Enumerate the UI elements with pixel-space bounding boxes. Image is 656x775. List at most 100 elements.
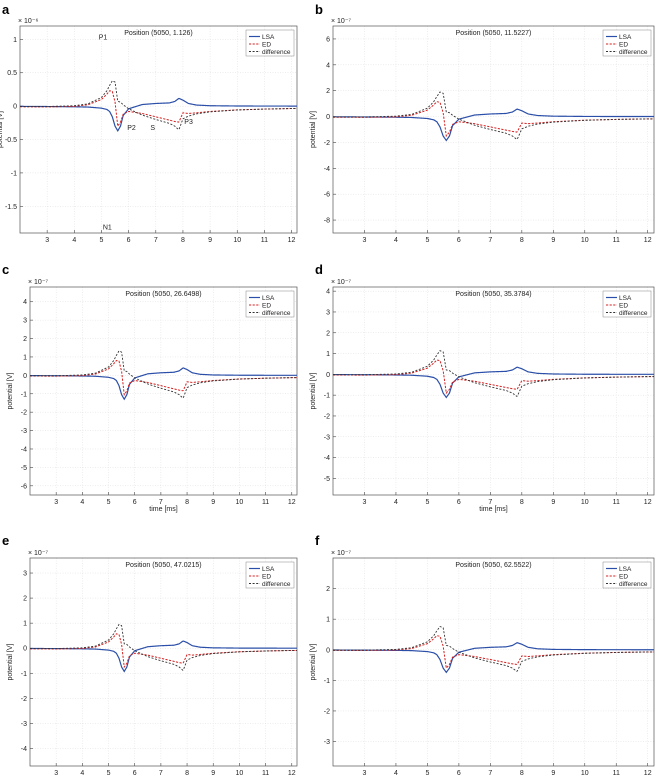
y-tick-label: -1.5 bbox=[5, 204, 17, 211]
x-tick-label: 7 bbox=[488, 770, 492, 775]
x-tick-label: 10 bbox=[581, 237, 589, 244]
y-tick-label: 0.5 bbox=[7, 70, 17, 77]
annotation-label: P2 bbox=[127, 125, 136, 132]
legend-entry: LSA bbox=[262, 34, 275, 41]
y-tick-label: -1 bbox=[21, 391, 27, 398]
legend-entry: difference bbox=[619, 310, 648, 317]
y-tick-label: 6 bbox=[326, 36, 330, 43]
y-tick-label: -4 bbox=[21, 446, 27, 453]
legend-entry: ED bbox=[262, 302, 271, 309]
y-tick-label: -5 bbox=[21, 465, 27, 472]
axes-frame bbox=[332, 25, 655, 234]
axes-frame bbox=[332, 286, 655, 496]
legend-entry: LSA bbox=[619, 295, 632, 302]
legend-entry: LSA bbox=[262, 295, 275, 302]
y-tick-label: -3 bbox=[21, 428, 27, 435]
panel-letter: c bbox=[2, 262, 9, 277]
plot-area bbox=[30, 558, 297, 766]
x-tick-label: 9 bbox=[551, 499, 555, 506]
x-tick-label: 7 bbox=[159, 499, 163, 506]
series-line-difference bbox=[333, 91, 654, 140]
x-tick-label: 10 bbox=[236, 499, 244, 506]
annotation-label: S bbox=[150, 125, 155, 132]
x-tick-label: 6 bbox=[133, 770, 137, 775]
legend-entry: LSA bbox=[619, 34, 632, 41]
legend-entry: difference bbox=[262, 581, 291, 588]
y-tick-label: 1 bbox=[13, 37, 17, 44]
y-tick-label: -3 bbox=[21, 721, 27, 728]
x-tick-label: 8 bbox=[520, 499, 524, 506]
legend-entry: LSA bbox=[619, 566, 632, 573]
x-tick-label: 10 bbox=[233, 237, 241, 244]
panel-title: Position (5050, 35.3784) bbox=[455, 291, 531, 298]
x-tick-label: 3 bbox=[54, 499, 58, 506]
y-tick-label: 1 bbox=[326, 351, 330, 358]
series-line-lsa bbox=[333, 366, 654, 399]
series-line-difference bbox=[333, 625, 654, 672]
legend-entry: ED bbox=[262, 41, 271, 48]
legend-entry: ED bbox=[619, 302, 628, 309]
series-line-difference bbox=[30, 623, 297, 671]
x-tick-label: 5 bbox=[107, 770, 111, 775]
legend-entry: ED bbox=[262, 573, 271, 580]
y-axis-label: potential [V] bbox=[310, 111, 317, 148]
y-tick-label: -4 bbox=[324, 166, 330, 173]
y-axis-label: potential [V] bbox=[310, 372, 317, 409]
x-tick-label: 8 bbox=[185, 499, 189, 506]
x-tick-label: 11 bbox=[613, 499, 620, 506]
series-line-lsa bbox=[333, 108, 654, 142]
x-tick-label: 11 bbox=[261, 237, 268, 244]
x-tick-label: 6 bbox=[457, 237, 461, 244]
x-tick-label: 5 bbox=[107, 499, 111, 506]
x-tick-label: 9 bbox=[551, 237, 555, 244]
y-tick-label: -2 bbox=[324, 413, 330, 420]
y-exponent-label: × 10⁻⁷ bbox=[28, 279, 49, 286]
panel-b: b 3 4 5 6 7 8 9 10 11 12 6 4 2 0 -2 -4 -6 -8 × 10⁻⁷ Position… bbox=[310, 2, 655, 244]
legend-entry: LSA bbox=[262, 566, 275, 573]
x-tick-label: 3 bbox=[363, 770, 367, 775]
x-tick-label: 4 bbox=[394, 499, 398, 506]
y-tick-label: -4 bbox=[324, 455, 330, 462]
legend-entry: ED bbox=[619, 41, 628, 48]
x-tick-label: 3 bbox=[363, 499, 367, 506]
panel-letter: a bbox=[2, 2, 10, 17]
plot-area bbox=[333, 26, 654, 233]
panel-title: Position (5050, 62.5522) bbox=[455, 562, 531, 569]
y-tick-label: -3 bbox=[324, 739, 330, 746]
x-tick-label: 11 bbox=[262, 499, 269, 506]
x-tick-label: 11 bbox=[613, 770, 620, 775]
x-tick-label: 8 bbox=[181, 237, 185, 244]
y-tick-label: -3 bbox=[324, 434, 330, 441]
x-tick-label: 9 bbox=[211, 499, 215, 506]
y-tick-label: 4 bbox=[326, 62, 330, 69]
annotation-label: P1 bbox=[99, 34, 108, 41]
y-tick-label: 4 bbox=[326, 289, 330, 296]
axes-frame bbox=[332, 557, 655, 767]
x-tick-label: 7 bbox=[154, 237, 158, 244]
legend-entry: difference bbox=[619, 49, 648, 56]
y-tick-label: -1 bbox=[21, 671, 27, 678]
x-tick-label: 12 bbox=[288, 499, 296, 506]
y-tick-label: 1 bbox=[23, 621, 27, 628]
panel-letter: f bbox=[315, 533, 320, 548]
x-tick-label: 7 bbox=[488, 499, 492, 506]
x-tick-label: 4 bbox=[80, 499, 84, 506]
plot-area bbox=[20, 26, 297, 233]
y-axis-label: potential [V] bbox=[7, 643, 14, 680]
x-tick-label: 11 bbox=[613, 237, 620, 244]
x-tick-label: 8 bbox=[520, 770, 524, 775]
y-tick-label: -6 bbox=[21, 483, 27, 490]
x-tick-label: 4 bbox=[394, 237, 398, 244]
y-tick-label: 1 bbox=[326, 617, 330, 624]
series-line-ed bbox=[333, 359, 654, 395]
y-tick-label: 0 bbox=[326, 647, 330, 654]
panel-letter: d bbox=[315, 262, 323, 277]
series-line-ed bbox=[30, 633, 297, 669]
